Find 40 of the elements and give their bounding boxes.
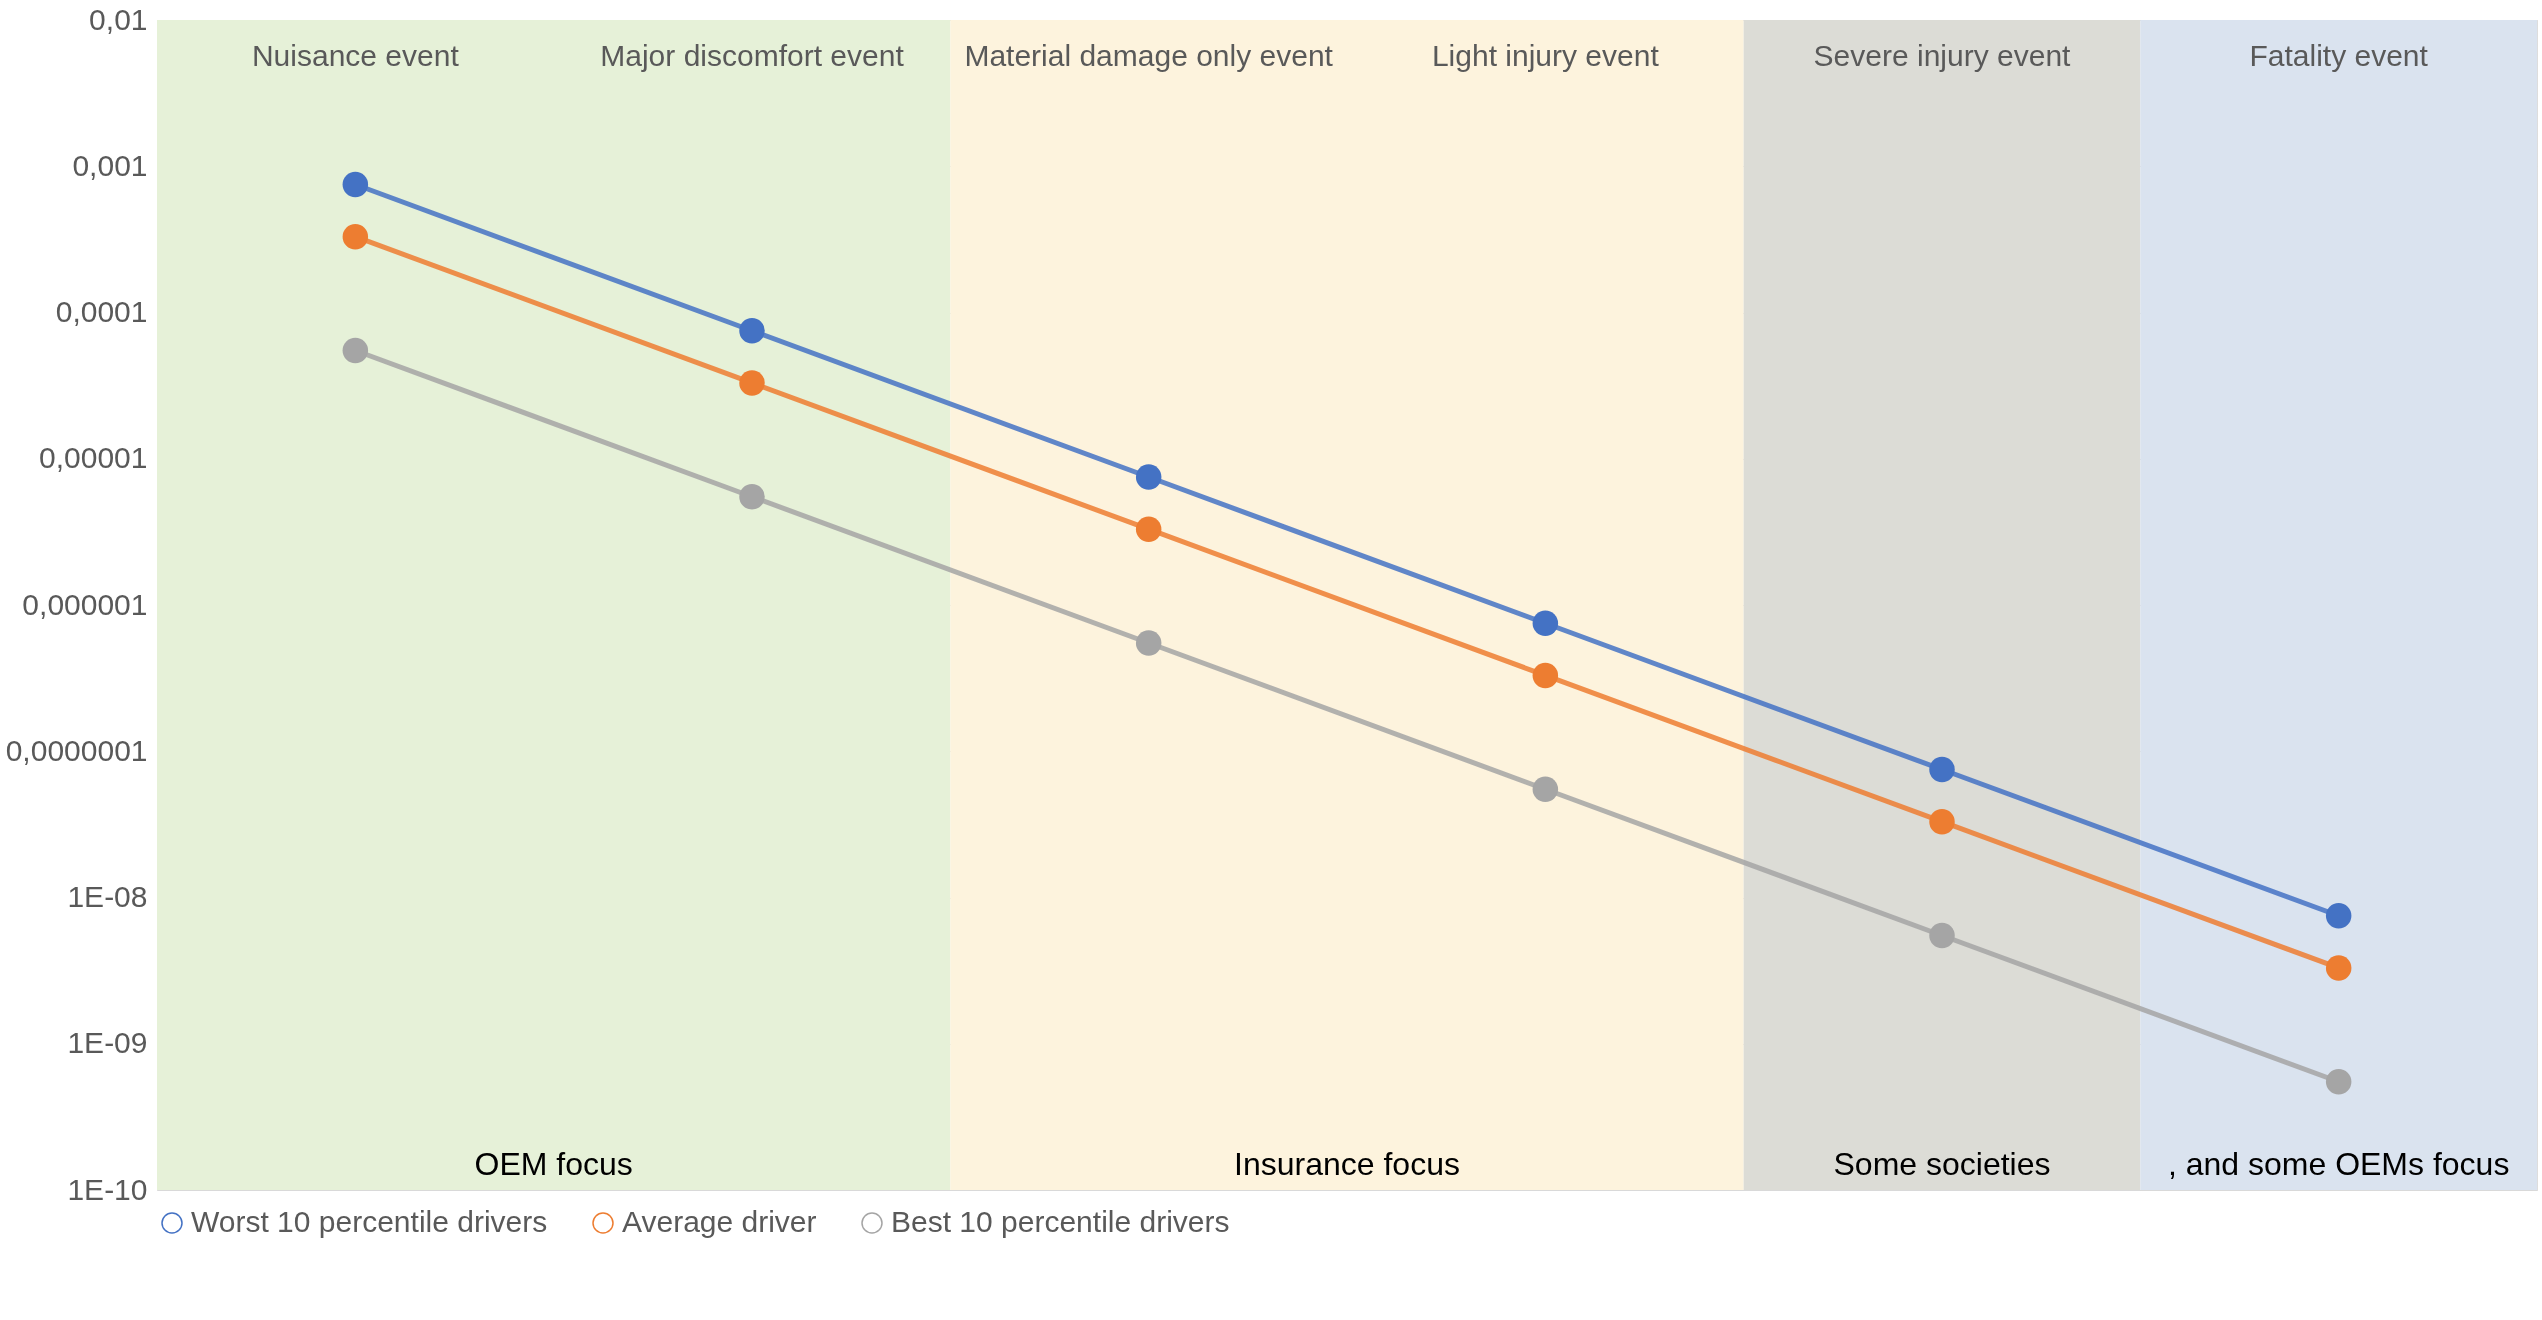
- band-label: Insurance focus: [1234, 1146, 1460, 1182]
- point: [1929, 922, 1955, 949]
- y-tick-label: 0,00001: [39, 441, 148, 475]
- legend-label: Best 10 percentile drivers: [891, 1205, 1230, 1238]
- point: [1929, 756, 1955, 783]
- band-label: Some societies: [1833, 1146, 2051, 1182]
- point: [1135, 464, 1162, 490]
- band-label: , and some OEMs focus: [2167, 1146, 2510, 1182]
- x-tick-label: Fatality event: [2249, 39, 2429, 72]
- y-tick-label: 0,01: [89, 2, 148, 36]
- y-tick-label: 0,0001: [55, 295, 148, 328]
- band-label: OEM focus: [474, 1146, 633, 1182]
- y-tick-label: 0,001: [72, 148, 148, 182]
- y-tick-label: 1E-09: [67, 1026, 148, 1060]
- point: [342, 171, 369, 198]
- y-tick-label: 1E-10: [67, 1172, 148, 1206]
- point: [342, 223, 369, 250]
- point: [2325, 903, 2352, 929]
- point: [2325, 955, 2352, 981]
- legend-label: Average driver: [622, 1205, 817, 1238]
- legend-label: Worst 10 percentile drivers: [191, 1205, 548, 1238]
- y-tick-label: 0,000001: [22, 587, 148, 621]
- x-tick-label: Severe injury event: [1813, 39, 2072, 72]
- point: [342, 337, 369, 364]
- point: [739, 370, 765, 396]
- x-tick-label: Light injury event: [1431, 39, 1660, 72]
- point: [1135, 516, 1162, 542]
- x-tick-label: Major discomfort event: [600, 39, 905, 72]
- x-tick-label: Nuisance event: [251, 39, 460, 72]
- point: [1532, 610, 1559, 636]
- point: [2325, 1069, 2352, 1095]
- y-tick-label: 0,0000001: [5, 733, 148, 767]
- point: [1929, 808, 1955, 835]
- point: [1135, 630, 1162, 656]
- point: [739, 318, 765, 344]
- point: [739, 484, 765, 510]
- point: [1532, 776, 1559, 802]
- y-tick-label: 1E-08: [67, 880, 148, 913]
- x-tick-label: Material damage only event: [964, 39, 1334, 72]
- point: [1532, 662, 1559, 689]
